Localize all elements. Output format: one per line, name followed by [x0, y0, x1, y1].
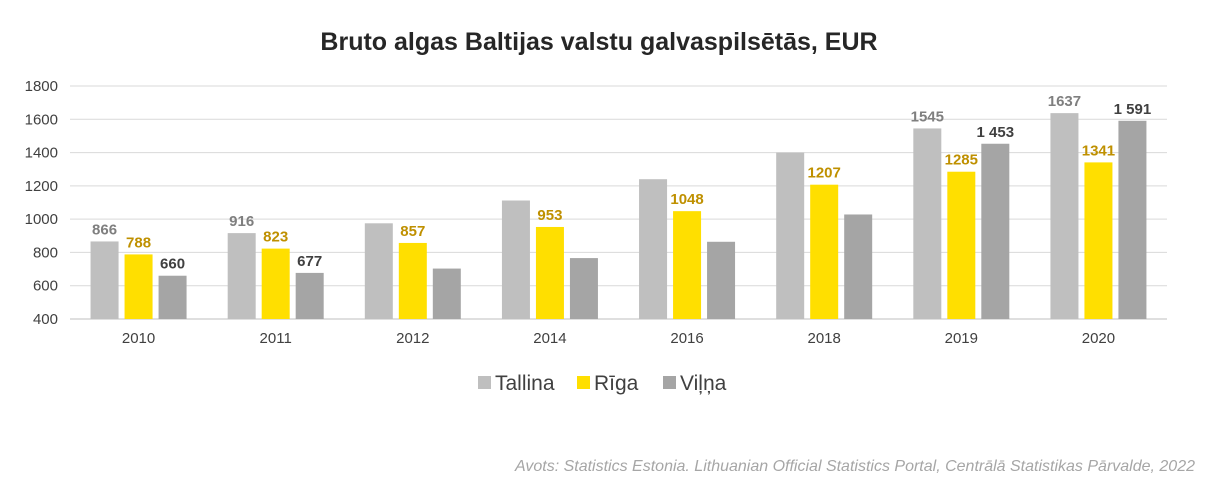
- y-tick-label: 400: [33, 311, 58, 328]
- y-tick-label: 1400: [25, 145, 58, 162]
- data-label: 1545: [911, 108, 944, 125]
- x-tick-label: 2019: [945, 330, 978, 347]
- bar-tallina-2019: [913, 128, 942, 319]
- bar-viļņa-2016: [707, 241, 736, 319]
- chart-title: Bruto algas Baltijas valstu galvaspilsēt…: [320, 28, 877, 56]
- data-label: 1048: [670, 191, 703, 208]
- x-tick-label: 2012: [396, 330, 429, 347]
- bar-viļņa-2012: [432, 268, 461, 319]
- bar-viļņa-2014: [569, 258, 598, 319]
- bar-viļņa-2011: [295, 272, 324, 319]
- legend-swatch-rīga: [577, 376, 590, 389]
- data-label: 953: [537, 207, 562, 224]
- bar-rīga-2016: [673, 211, 702, 319]
- x-tick-label: 2014: [533, 330, 566, 347]
- legend-label: Viļņa: [680, 372, 727, 395]
- data-label: 1 453: [977, 124, 1015, 141]
- legend-swatch-tallina: [478, 376, 491, 389]
- bars: [90, 113, 1147, 319]
- data-label: 866: [92, 221, 117, 238]
- x-tick-label: 2010: [122, 330, 155, 347]
- data-label: 1207: [808, 165, 841, 182]
- bar-rīga-2014: [535, 226, 564, 319]
- bar-rīga-2018: [810, 184, 839, 319]
- bar-tallina-2014: [501, 200, 530, 319]
- bar-rīga-2019: [947, 171, 976, 319]
- data-label: 660: [160, 256, 185, 273]
- y-tick-label: 1000: [25, 211, 58, 228]
- data-label: 1341: [1082, 142, 1115, 159]
- source-note: Avots: Statistics Estonia. Lithuanian Of…: [514, 458, 1195, 475]
- bar-tallina-2016: [639, 179, 668, 319]
- legend-label: Rīga: [594, 372, 639, 395]
- data-label: 823: [263, 229, 288, 246]
- bar-tallina-2012: [364, 223, 393, 319]
- bar-rīga-2010: [124, 254, 153, 319]
- y-tick-label: 1200: [25, 178, 58, 195]
- bar-rīga-2012: [398, 242, 427, 319]
- data-label: 1285: [945, 152, 978, 169]
- legend: Tallina Rīga Viļņa: [478, 372, 727, 395]
- y-tick-label: 800: [33, 244, 58, 261]
- bar-rīga-2020: [1084, 162, 1113, 319]
- x-tick-label: 2011: [260, 330, 292, 347]
- data-label: 916: [229, 213, 254, 230]
- legend-label: Tallina: [495, 372, 555, 395]
- y-tick-label: 1600: [25, 111, 58, 128]
- data-label: 677: [297, 253, 322, 270]
- y-tick-label: 600: [33, 278, 58, 295]
- bar-tallina-2010: [90, 241, 119, 319]
- data-label: 788: [126, 234, 151, 251]
- bar-tallina-2020: [1050, 113, 1079, 319]
- legend-swatch-viļņa: [663, 376, 676, 389]
- bar-rīga-2011: [261, 248, 290, 319]
- x-axis: 2010 2011 2012 2014 2016 2018 2019 2020: [122, 330, 1115, 347]
- data-labels: 866 788 660 916 823 677 857 953 1048 1207 1545 1285…: [92, 93, 1151, 273]
- bar-viļņa-2019: [981, 143, 1010, 319]
- y-tick-label: 1800: [25, 78, 58, 95]
- x-tick-label: 2020: [1082, 330, 1115, 347]
- x-tick-label: 2018: [808, 330, 841, 347]
- bar-viļņa-2010: [158, 275, 187, 319]
- y-axis: 400 600 800 1000 1200 1400 1600 1800: [25, 78, 58, 328]
- bar-tallina-2018: [776, 152, 805, 319]
- bar-viļņa-2018: [844, 214, 873, 319]
- bar-tallina-2011: [227, 233, 256, 319]
- data-label: 1 591: [1114, 101, 1152, 118]
- x-tick-label: 2016: [670, 330, 703, 347]
- data-label: 1637: [1048, 93, 1081, 110]
- bar-viļņa-2020: [1118, 120, 1147, 319]
- data-label: 857: [400, 223, 425, 240]
